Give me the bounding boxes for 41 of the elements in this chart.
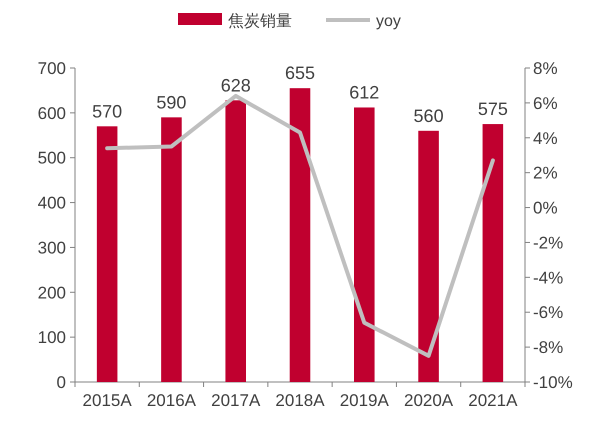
y-tick-label: 0 [56, 373, 66, 392]
y2-tick-label: -4% [533, 268, 564, 288]
bar [482, 124, 504, 382]
y2-tick-label: -8% [533, 338, 564, 358]
y2-tick-label: 6% [533, 94, 558, 113]
x-tick-label: 2015A [82, 391, 132, 410]
y2-tick-label: 4% [533, 128, 558, 148]
data-label: 590 [156, 92, 186, 112]
data-label: 628 [220, 75, 251, 96]
y2-tick-label: 2% [533, 164, 558, 183]
x-tick-label: 2020A [404, 391, 454, 410]
y-tick-label: 200 [38, 283, 66, 302]
y-tick-label: 400 [38, 194, 66, 213]
y2-tick-label: -6% [533, 303, 564, 322]
x-tick-label: 2016A [146, 391, 197, 410]
y2-tick-label: -10% [533, 373, 573, 392]
bar [161, 117, 182, 382]
legend-label: yoy [376, 13, 401, 30]
x-tick-label: 2019A [340, 391, 390, 410]
x-tick-label: 2018A [275, 391, 326, 410]
y2-tick-label: -2% [533, 233, 564, 252]
x-tick-label: 2017A [211, 391, 261, 410]
bar [290, 88, 310, 382]
y-tick-label: 300 [38, 238, 66, 258]
data-label: 560 [414, 106, 444, 126]
bar [354, 107, 375, 382]
y-tick-label: 600 [38, 104, 66, 123]
bar [418, 130, 439, 382]
bar [225, 100, 246, 382]
y2-tick-label: 8% [533, 59, 558, 78]
legend-label: 焦炭销量 [228, 12, 292, 30]
data-label: 655 [284, 63, 316, 84]
bar [96, 126, 118, 382]
data-label: 570 [92, 101, 122, 122]
y-tick-label: 100 [38, 328, 66, 348]
x-tick-label: 2021A [468, 391, 518, 410]
data-label: 575 [478, 99, 508, 120]
y-tick-label: 500 [38, 148, 66, 168]
y2-tick-label: 0% [533, 198, 558, 218]
data-label: 612 [349, 82, 380, 102]
y-tick-label: 700 [38, 59, 66, 78]
